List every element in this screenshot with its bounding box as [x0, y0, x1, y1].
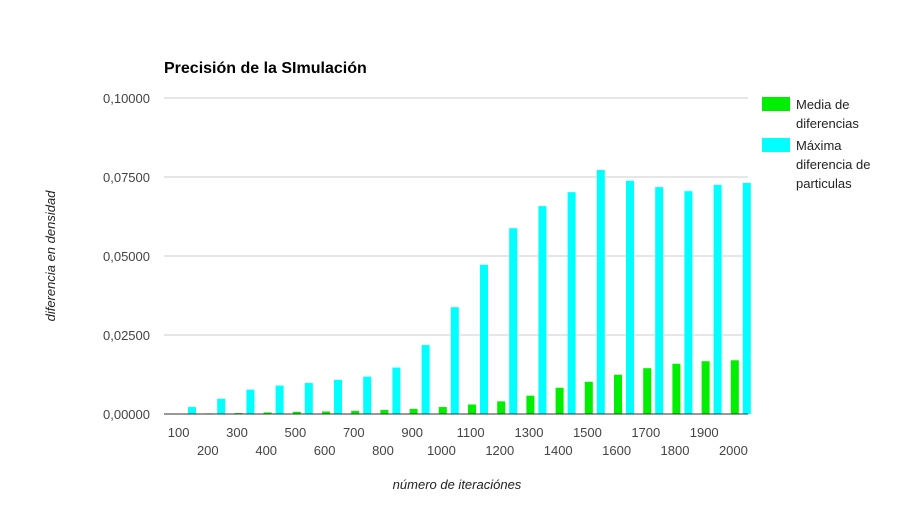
maxima-bar — [275, 385, 284, 414]
x-tick-label: 1600 — [602, 443, 631, 458]
media-bar — [643, 368, 652, 414]
legend-label: particulas — [796, 176, 852, 191]
x-tick-label: 1400 — [544, 443, 573, 458]
legend-swatch — [762, 138, 790, 152]
x-tick-label: 1800 — [661, 443, 690, 458]
maxima-bar — [363, 376, 372, 414]
maxima-bar — [246, 389, 255, 414]
x-tick-label: 200 — [197, 443, 219, 458]
x-tick-label: 900 — [401, 425, 423, 440]
y-tick-label: 0,10000 — [103, 91, 150, 106]
y-tick-label: 0,07500 — [103, 170, 150, 185]
media-bar — [672, 363, 681, 414]
x-tick-label: 1700 — [631, 425, 660, 440]
maxima-bar — [626, 180, 634, 414]
x-tick-label: 300 — [226, 425, 248, 440]
media-bar — [730, 360, 739, 414]
maxima-bar — [480, 264, 488, 414]
media-bar — [497, 401, 506, 414]
x-axis-title: número de iteraciónes — [393, 477, 522, 492]
x-tick-label: 1500 — [573, 425, 602, 440]
x-tick-label: 1000 — [427, 443, 456, 458]
media-bar — [351, 410, 360, 414]
media-bar — [584, 381, 593, 414]
x-tick-label: 1300 — [515, 425, 544, 440]
media-bar — [292, 411, 301, 414]
maxima-bar — [217, 398, 226, 414]
media-bar — [438, 407, 447, 414]
media-bar — [468, 404, 476, 414]
maxima-bar — [655, 187, 664, 414]
legend: Media de diferencias Máxima diferencia de pa… — [762, 97, 870, 191]
maxima-bar — [538, 206, 547, 414]
maxima-bar — [567, 192, 576, 414]
maxima-bar — [334, 379, 342, 414]
legend-label: Media de — [796, 97, 849, 112]
maxima-bar — [742, 183, 751, 414]
legend-label: Máxima — [796, 138, 842, 153]
x-tick-label: 800 — [372, 443, 394, 458]
media-bar — [380, 409, 389, 414]
x-tick-label: 600 — [314, 443, 336, 458]
media-bar — [555, 387, 564, 414]
media-bar — [263, 412, 272, 414]
maxima-bar — [509, 228, 518, 414]
bars — [176, 170, 751, 414]
x-tick-label: 1200 — [485, 443, 514, 458]
y-axis-title: diferencia en densidad — [43, 190, 58, 322]
legend-swatch — [762, 97, 790, 111]
x-tick-label: 400 — [255, 443, 277, 458]
x-tick-label: 1900 — [690, 425, 719, 440]
maxima-bar — [713, 184, 722, 414]
legend-label: diferencias — [796, 116, 859, 131]
y-tick-label: 0,02500 — [103, 328, 150, 343]
media-bar — [409, 408, 418, 414]
maxima-bar — [304, 383, 313, 414]
x-tick-label: 500 — [285, 425, 307, 440]
x-tick-label: 2000 — [719, 443, 748, 458]
x-axis-ticks: 1002003004005006007008009001000110012001… — [168, 425, 748, 458]
maxima-bar — [421, 345, 430, 414]
media-bar — [322, 411, 330, 414]
maxima-bar — [596, 170, 605, 414]
y-tick-label: 0,05000 — [103, 249, 150, 264]
media-bar — [701, 361, 710, 414]
y-tick-label: 0,00000 — [103, 407, 150, 422]
x-tick-label: 700 — [343, 425, 365, 440]
maxima-bar — [450, 307, 459, 414]
media-bar — [526, 395, 535, 414]
maxima-bar — [188, 407, 196, 414]
maxima-bar — [392, 367, 401, 414]
chart-title: Precisión de la SImulación — [164, 60, 367, 77]
x-tick-label: 100 — [168, 425, 190, 440]
y-axis-ticks: 0,00000 0,02500 0,05000 0,07500 0,10000 — [103, 91, 150, 422]
maxima-bar — [684, 191, 693, 414]
legend-label: diferencia de — [796, 157, 870, 172]
x-tick-label: 1100 — [457, 425, 485, 440]
media-bar — [614, 374, 622, 414]
